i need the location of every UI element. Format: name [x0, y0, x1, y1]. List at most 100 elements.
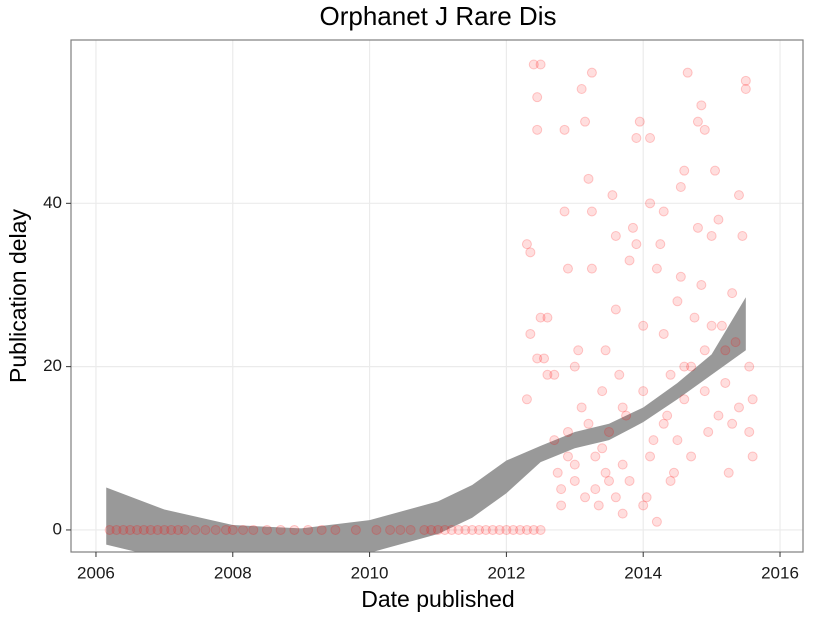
- point: [528, 59, 539, 70]
- point: [651, 516, 662, 527]
- point: [385, 524, 396, 535]
- point: [638, 386, 649, 397]
- point: [432, 524, 443, 535]
- point: [699, 345, 710, 356]
- point: [597, 443, 608, 454]
- point: [624, 475, 635, 486]
- y-tick-label: 20: [43, 356, 62, 375]
- x-tick-label: 2006: [77, 563, 115, 582]
- point: [713, 410, 724, 421]
- point: [706, 230, 717, 241]
- point: [439, 524, 450, 535]
- point: [713, 214, 724, 225]
- point: [289, 524, 300, 535]
- point: [586, 67, 597, 78]
- point: [200, 524, 211, 535]
- point: [446, 524, 457, 535]
- point: [261, 524, 272, 535]
- point: [549, 369, 560, 380]
- point: [542, 312, 553, 323]
- point: [648, 435, 659, 446]
- point: [727, 288, 738, 299]
- point: [569, 361, 580, 372]
- point: [600, 345, 611, 356]
- point: [699, 386, 710, 397]
- point: [617, 508, 628, 519]
- point: [220, 524, 231, 535]
- point: [303, 524, 314, 535]
- point: [532, 124, 543, 135]
- point: [532, 92, 543, 103]
- point: [521, 524, 532, 535]
- confidence-band: [106, 297, 746, 552]
- point: [645, 198, 656, 209]
- point: [487, 524, 498, 535]
- point: [689, 312, 700, 323]
- point: [535, 312, 546, 323]
- point: [583, 418, 594, 429]
- point: [723, 467, 734, 478]
- point: [590, 484, 601, 495]
- point: [727, 418, 738, 429]
- point: [651, 263, 662, 274]
- point: [641, 492, 652, 503]
- point: [104, 524, 115, 535]
- point: [710, 165, 721, 176]
- point: [706, 320, 717, 331]
- point: [419, 524, 430, 535]
- x-tick-label: 2012: [487, 563, 525, 582]
- point: [747, 394, 758, 405]
- point: [556, 484, 567, 495]
- point: [733, 402, 744, 413]
- point: [624, 255, 635, 266]
- point: [665, 475, 676, 486]
- point: [508, 524, 519, 535]
- point: [453, 524, 464, 535]
- point: [542, 369, 553, 380]
- point: [330, 524, 341, 535]
- point: [111, 524, 122, 535]
- point: [426, 524, 437, 535]
- point: [501, 524, 512, 535]
- point: [275, 524, 286, 535]
- point: [675, 271, 686, 282]
- point: [672, 435, 683, 446]
- point: [535, 524, 546, 535]
- point: [658, 206, 669, 217]
- point: [686, 451, 697, 462]
- point: [480, 524, 491, 535]
- point: [125, 524, 136, 535]
- point: [699, 124, 710, 135]
- point: [573, 345, 584, 356]
- point: [549, 435, 560, 446]
- y-tick-label: 0: [53, 519, 62, 538]
- point: [696, 100, 707, 111]
- point: [733, 190, 744, 201]
- point: [662, 410, 673, 421]
- point: [610, 492, 621, 503]
- point: [665, 369, 676, 380]
- point: [539, 353, 550, 364]
- point: [474, 524, 485, 535]
- point: [631, 132, 642, 143]
- point: [604, 475, 615, 486]
- point: [692, 116, 703, 127]
- x-tick-label: 2016: [761, 563, 799, 582]
- point: [562, 263, 573, 274]
- point: [371, 524, 382, 535]
- point: [737, 230, 748, 241]
- point: [679, 361, 690, 372]
- point: [744, 361, 755, 372]
- point: [686, 361, 697, 372]
- x-tick-label: 2014: [624, 563, 662, 582]
- point: [576, 402, 587, 413]
- point: [166, 524, 177, 535]
- point: [716, 320, 727, 331]
- point: [621, 410, 632, 421]
- point: [610, 304, 621, 315]
- point: [248, 524, 259, 535]
- point: [532, 353, 543, 364]
- point: [576, 83, 587, 94]
- point: [521, 239, 532, 250]
